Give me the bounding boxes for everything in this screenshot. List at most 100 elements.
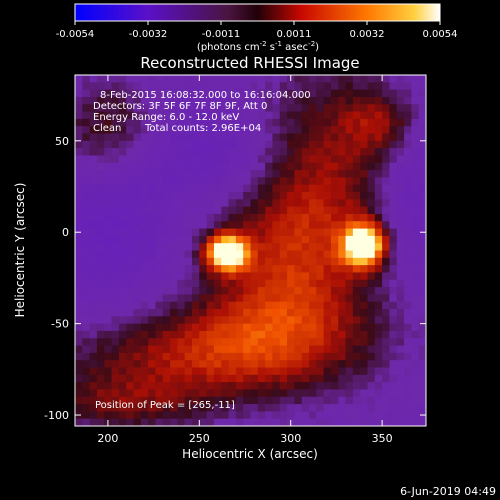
heatmap-cell xyxy=(126,82,134,91)
heatmap-cell xyxy=(396,177,405,186)
heatmap-cell xyxy=(118,279,127,288)
heatmap-cell xyxy=(118,140,127,149)
heatmap-cell xyxy=(367,192,376,200)
heatmap-cell xyxy=(316,155,325,164)
heatmap-cell xyxy=(75,162,83,171)
heatmap-cell xyxy=(294,418,303,426)
heatmap-cell xyxy=(206,192,215,200)
heatmap-cell xyxy=(272,396,281,405)
heatmap-cell xyxy=(133,389,142,398)
heatmap-cell xyxy=(360,374,368,383)
heatmap-cell xyxy=(345,162,354,171)
heatmap-cell xyxy=(213,89,222,98)
heatmap-cell xyxy=(213,118,222,127)
heatmap-cell xyxy=(330,199,339,208)
heatmap-cell xyxy=(294,294,303,303)
heatmap-cell xyxy=(170,177,178,186)
heatmap-cell xyxy=(111,323,120,332)
heatmap-cell xyxy=(133,118,142,127)
heatmap-cell xyxy=(75,192,83,200)
heatmap-cell xyxy=(155,89,164,98)
heatmap-cell xyxy=(104,221,112,229)
heatmap-cell xyxy=(170,221,178,229)
heatmap-cell xyxy=(396,411,405,420)
heatmap-cell xyxy=(272,360,281,368)
heatmap-cell xyxy=(89,235,98,244)
heatmap-cell xyxy=(257,177,266,186)
heatmap-cell xyxy=(294,411,303,420)
heatmap-cell xyxy=(96,367,105,376)
heatmap-cell xyxy=(345,118,354,127)
x-tick-label: 350 xyxy=(372,432,393,445)
heatmap-cell xyxy=(352,265,361,273)
heatmap-cell xyxy=(111,126,120,134)
heatmap-cell xyxy=(389,294,398,303)
heatmap-cell xyxy=(338,213,346,222)
heatmap-cell xyxy=(374,367,383,376)
heatmap-cell xyxy=(140,396,149,405)
heatmap-cell xyxy=(104,170,112,178)
heatmap-cell xyxy=(352,367,361,376)
heatmap-cell xyxy=(213,382,222,390)
heatmap-cell xyxy=(396,404,405,412)
heatmap-cell xyxy=(404,111,412,120)
heatmap-cell xyxy=(338,221,346,229)
heatmap-cell xyxy=(374,133,383,142)
heatmap-cell xyxy=(265,418,273,426)
heatmap-cell xyxy=(250,75,259,83)
heatmap-cell xyxy=(155,360,164,368)
heatmap-cell xyxy=(382,96,390,105)
heatmap-cell xyxy=(316,323,325,332)
heatmap-cell xyxy=(265,316,273,325)
heatmap-cell xyxy=(418,148,426,156)
heatmap-cell xyxy=(206,404,215,412)
heatmap-cell xyxy=(287,345,295,354)
heatmap-cell xyxy=(228,118,237,127)
heatmap-cell xyxy=(250,89,259,98)
heatmap-cell xyxy=(89,279,98,288)
heatmap-cell xyxy=(360,140,368,149)
heatmap-cell xyxy=(294,221,303,229)
heatmap-cell xyxy=(265,148,273,156)
heatmap-cell xyxy=(411,184,420,193)
heatmap-cell xyxy=(75,96,83,105)
heatmap-cell xyxy=(294,360,303,368)
heatmap-cell xyxy=(228,352,237,361)
heatmap-cell xyxy=(404,396,412,405)
heatmap-cell xyxy=(221,257,229,266)
heatmap-cell xyxy=(279,352,288,361)
heatmap-cell xyxy=(316,192,325,200)
heatmap-cell xyxy=(221,162,229,171)
heatmap-cell xyxy=(82,104,91,112)
heatmap-cell xyxy=(177,213,186,222)
heatmap-cell xyxy=(221,360,229,368)
heatmap-cell xyxy=(345,345,354,354)
heatmap-cell xyxy=(301,235,310,244)
heatmap-cell xyxy=(89,309,98,317)
heatmap-cell xyxy=(330,330,339,339)
heatmap-cell xyxy=(235,345,244,354)
heatmap-cell xyxy=(126,257,134,266)
heatmap-cell xyxy=(287,228,295,237)
heatmap-cell xyxy=(316,140,325,149)
heatmap-cell xyxy=(235,382,244,390)
heatmap-cell xyxy=(162,89,171,98)
heatmap-cell xyxy=(177,75,186,83)
heatmap-cell xyxy=(213,287,222,295)
heatmap-cell xyxy=(294,279,303,288)
heatmap-cell xyxy=(148,294,156,303)
heatmap-cell xyxy=(89,338,98,346)
heatmap-cell xyxy=(155,309,164,317)
heatmap-cell xyxy=(287,155,295,164)
heatmap-cell xyxy=(250,294,259,303)
heatmap-cell xyxy=(418,265,426,273)
heatmap-cell xyxy=(367,96,376,105)
heatmap-cell xyxy=(411,148,420,156)
heatmap-cell xyxy=(404,126,412,134)
heatmap-cell xyxy=(389,396,398,405)
heatmap-cell xyxy=(338,345,346,354)
heatmap-cell xyxy=(272,118,281,127)
heatmap-cell xyxy=(330,272,339,281)
heatmap-cell xyxy=(250,352,259,361)
heatmap-cell xyxy=(235,279,244,288)
